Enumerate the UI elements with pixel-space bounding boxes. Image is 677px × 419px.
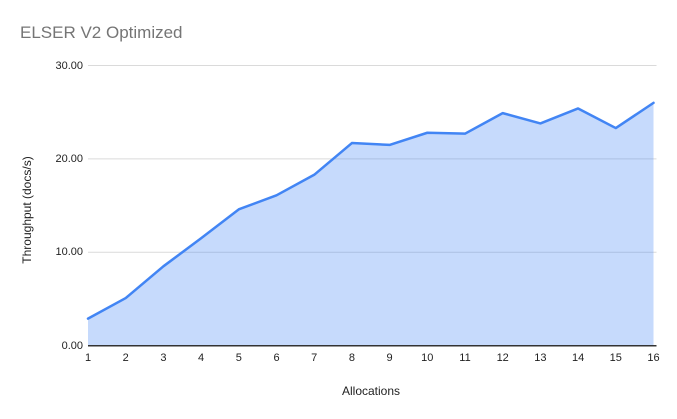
x-tick-label: 10 (421, 352, 434, 364)
y-tick-label: 20.00 (55, 152, 83, 165)
x-tick-label: 6 (273, 352, 280, 364)
x-tick-label: 11 (459, 352, 471, 364)
y-tick-label: 0.00 (61, 339, 83, 352)
series-line (86, 101, 655, 320)
x-tick-label: 13 (534, 352, 547, 364)
x-axis-title: Allocations (341, 384, 401, 398)
area-fill (88, 102, 654, 346)
y-tick-label: 30.00 (55, 59, 83, 72)
x-tick-label: 7 (311, 352, 318, 364)
x-tick-label: 2 (122, 352, 129, 364)
x-tick-label: 5 (235, 352, 242, 364)
x-tick-label: 4 (198, 352, 205, 364)
y-tick-label: 10.00 (55, 246, 83, 259)
x-tick-label: 12 (496, 352, 509, 364)
x-tick-label: 15 (609, 352, 622, 364)
x-tick-label: 16 (647, 352, 660, 364)
chart-title: ELSER V2 Optimized (20, 23, 183, 42)
x-tick-label: 3 (160, 352, 167, 364)
x-tick-label: 1 (84, 352, 92, 364)
x-tick-label: 14 (571, 352, 585, 364)
x-tick-label: 8 (348, 352, 355, 364)
x-tick-label: 9 (386, 352, 393, 364)
